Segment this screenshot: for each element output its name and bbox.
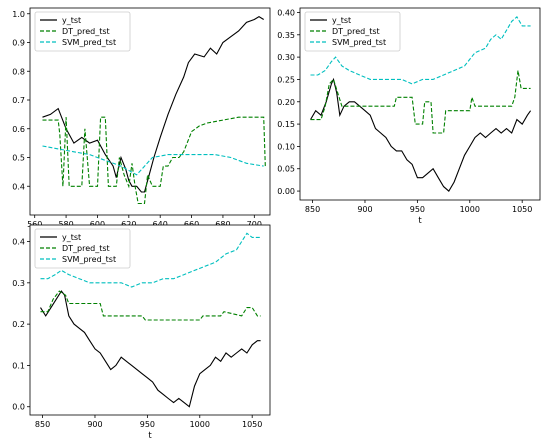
- y-tick-label: 0.35: [277, 31, 295, 40]
- x-tick-label: 900: [357, 205, 372, 214]
- x-tick-label: 900: [87, 420, 102, 429]
- legend-label: y_tst: [62, 233, 81, 242]
- series-line-dt-pred-tst: [310, 70, 531, 134]
- chart-panel-1: 560 580 600 620 640 660 680 700 0.4 0.5 0.6 0.7 0.8 0…: [12, 7, 271, 241]
- x-tick-label: 600: [90, 220, 105, 229]
- chart-panel-2: 850 900 950 1000 1050 0.00 0.05 0.10 0.15 0.20 0.2…: [277, 7, 541, 226]
- y-tick-label: 0.4: [12, 182, 25, 191]
- x-tick-label: 1000: [460, 205, 480, 214]
- y-tick-label: 0.8: [12, 67, 25, 76]
- series-line-y-tst: [40, 290, 261, 408]
- y-tick-label: 0.20: [277, 98, 295, 107]
- y-tick-label: 0.1: [12, 361, 25, 370]
- legend-box: [34, 11, 131, 52]
- x-tick-label: 850: [305, 205, 320, 214]
- x-tick-label: 1050: [512, 205, 532, 214]
- series-line-svm-pred-tst: [42, 145, 264, 176]
- legend-box: [34, 228, 131, 269]
- legend-label: DT_pred_tst: [332, 27, 380, 36]
- y-tick-label: 0.6: [12, 125, 25, 134]
- x-axis-label: t: [418, 216, 422, 226]
- y-tick-label: 0.00: [277, 187, 295, 196]
- x-tick-label: 1000: [190, 420, 210, 429]
- series-line-dt-pred-tst: [40, 290, 261, 321]
- y-tick-label: 0.2: [12, 320, 25, 329]
- legend-label: SVM_pred_tst: [332, 38, 386, 47]
- x-tick-label: 660: [184, 220, 199, 229]
- y-tick-label: 0.10: [277, 142, 295, 151]
- series-line-y-tst: [310, 77, 532, 192]
- y-tick-label: 0.30: [277, 53, 295, 62]
- y-tick-label: 0.4: [12, 238, 25, 247]
- legend-label: y_tst: [62, 16, 81, 25]
- y-tick-label: 0.7: [12, 96, 25, 105]
- x-tick-label: 850: [35, 420, 50, 429]
- x-tick-label: 620: [121, 220, 136, 229]
- y-tick-label: 0.3: [12, 279, 25, 288]
- y-tick-label: 0.9: [12, 39, 25, 48]
- x-tick-label: 640: [153, 220, 168, 229]
- x-tick-label: 560: [27, 220, 42, 229]
- x-tick-label: 1050: [242, 420, 262, 429]
- y-tick-label: 0.05: [277, 165, 295, 174]
- y-tick-label: 0.15: [277, 120, 295, 129]
- legend-label: DT_pred_tst: [62, 244, 110, 253]
- legend-label: SVM_pred_tst: [62, 38, 116, 47]
- legend-label: SVM_pred_tst: [62, 255, 116, 264]
- legend-label: y_tst: [332, 16, 351, 25]
- y-tick-label: 0.0: [12, 403, 25, 412]
- y-tick-label: 0.25: [277, 75, 295, 84]
- series-line-svm-pred-tst: [310, 16, 531, 85]
- series-line-dt-pred-tst: [42, 116, 266, 205]
- chart-panel-3: 850 900 950 1000 1050 0.0 0.1 0.2 0.3 0.4 t y_tst DT…: [12, 224, 271, 441]
- x-tick-label: 950: [410, 205, 425, 214]
- x-axis-label: t: [148, 431, 152, 441]
- y-tick-label: 0.40: [277, 8, 295, 17]
- x-tick-label: 700: [247, 220, 262, 229]
- y-tick-label: 1.0: [12, 10, 25, 19]
- x-tick-label: 580: [58, 220, 73, 229]
- x-tick-label: 680: [215, 220, 230, 229]
- y-tick-label: 0.5: [12, 154, 25, 163]
- x-tick-label: 950: [140, 420, 155, 429]
- series-line-svm-pred-tst: [40, 232, 261, 288]
- legend-box: [304, 11, 401, 52]
- legend-label: DT_pred_tst: [62, 27, 110, 36]
